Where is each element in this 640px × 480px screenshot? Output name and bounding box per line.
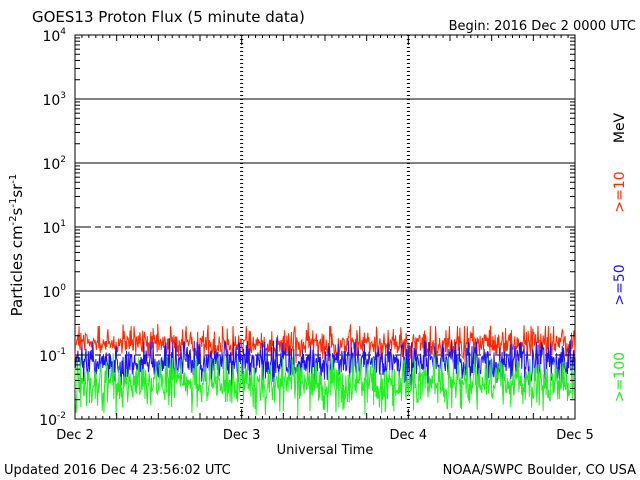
x-axis-label: Universal Time <box>277 443 374 458</box>
x-tick-label: Dec 5 <box>556 428 594 443</box>
y-tick-label: 10-1 <box>39 347 66 365</box>
x-tick-label: Dec 4 <box>390 428 428 443</box>
y-tick-label: 10-2 <box>39 411 66 429</box>
grid-lines <box>75 98 575 356</box>
source-label: NOAA/SWPC Boulder, CO USA <box>443 463 636 478</box>
x-tick-labels: Dec 2 Dec 3 Dec 4 Dec 5 <box>56 428 594 443</box>
legend: >=10 >=50 >=100 <box>612 171 628 402</box>
unit-label: MeV <box>612 112 628 143</box>
begin-label: Begin: 2016 Dec 2 0000 UTC <box>449 19 636 34</box>
series-line-2 <box>74 349 576 416</box>
y-tick-labels: 10-2 10-1 100 101 102 103 104 <box>39 27 66 429</box>
chart-title: GOES13 Proton Flux (5 minute data) <box>32 8 305 26</box>
y-tick-label: 100 <box>42 283 66 301</box>
legend-label-1: >=50 <box>612 264 628 305</box>
series-layer <box>74 322 576 416</box>
series-line-1 <box>74 337 576 388</box>
axis-ticks <box>74 35 576 420</box>
series-line-0 <box>74 322 576 364</box>
updated-label: Updated 2016 Dec 4 23:56:02 UTC <box>4 463 231 478</box>
y-tick-label: 104 <box>42 27 66 45</box>
legend-label-0: >=10 <box>612 171 628 212</box>
y-tick-label: 103 <box>42 91 66 109</box>
x-tick-label: Dec 3 <box>223 428 261 443</box>
y-axis-label: Particles cm-2s-1sr-1 <box>8 174 26 317</box>
legend-label-2: >=100 <box>612 352 628 402</box>
x-tick-label: Dec 2 <box>56 428 94 443</box>
y-tick-label: 102 <box>42 155 66 173</box>
y-tick-label: 101 <box>42 219 66 237</box>
